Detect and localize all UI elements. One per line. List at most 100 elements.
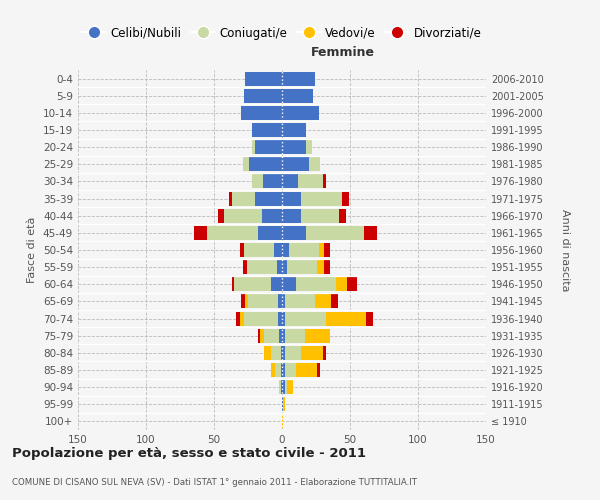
Text: COMUNE DI CISANO SUL NEVA (SV) - Dati ISTAT 1° gennaio 2011 - Elaborazione TUTTI: COMUNE DI CISANO SUL NEVA (SV) - Dati IS… xyxy=(12,478,417,487)
Bar xyxy=(279,380,281,394)
Bar xyxy=(282,106,319,120)
Bar xyxy=(317,363,320,377)
Bar xyxy=(282,414,283,428)
Bar xyxy=(242,260,247,274)
Bar xyxy=(282,278,296,291)
Bar xyxy=(244,88,282,102)
Bar xyxy=(282,192,301,205)
Bar xyxy=(255,140,282,154)
Bar xyxy=(265,346,271,360)
Bar xyxy=(282,380,285,394)
Bar xyxy=(301,208,339,222)
Bar xyxy=(260,328,265,342)
Bar xyxy=(282,363,285,377)
Bar xyxy=(279,328,282,342)
Bar xyxy=(285,363,296,377)
Bar xyxy=(244,243,274,257)
Bar xyxy=(224,208,262,222)
Y-axis label: Fasce di età: Fasce di età xyxy=(28,217,37,283)
Bar xyxy=(282,260,287,274)
Bar xyxy=(364,226,377,240)
Bar xyxy=(285,346,301,360)
Bar xyxy=(248,294,278,308)
Bar xyxy=(282,243,289,257)
Text: Popolazione per età, sesso e stato civile - 2011: Popolazione per età, sesso e stato civil… xyxy=(12,448,366,460)
Bar xyxy=(307,226,364,240)
Bar xyxy=(337,278,347,291)
Bar xyxy=(278,294,282,308)
Bar xyxy=(301,346,323,360)
Bar xyxy=(282,294,285,308)
Bar xyxy=(285,312,326,326)
Bar xyxy=(326,312,367,326)
Bar xyxy=(282,398,283,411)
Bar xyxy=(323,174,326,188)
Bar xyxy=(250,158,282,172)
Bar xyxy=(241,106,282,120)
Bar xyxy=(240,312,244,326)
Bar xyxy=(301,192,342,205)
Bar xyxy=(207,226,257,240)
Bar xyxy=(282,208,301,222)
Bar xyxy=(283,398,285,411)
Bar xyxy=(236,312,240,326)
Bar xyxy=(255,192,282,205)
Bar xyxy=(339,208,346,222)
Bar xyxy=(244,312,278,326)
Bar xyxy=(232,278,235,291)
Bar xyxy=(282,158,309,172)
Bar xyxy=(257,328,260,342)
Bar xyxy=(241,294,245,308)
Bar xyxy=(285,328,305,342)
Bar xyxy=(282,328,285,342)
Bar xyxy=(275,363,281,377)
Bar xyxy=(282,226,307,240)
Bar xyxy=(314,294,331,308)
Bar xyxy=(281,380,282,394)
Bar xyxy=(281,363,282,377)
Bar xyxy=(242,158,250,172)
Bar xyxy=(296,363,317,377)
Bar xyxy=(263,174,282,188)
Bar xyxy=(282,72,314,86)
Bar xyxy=(285,294,314,308)
Bar xyxy=(245,294,248,308)
Bar xyxy=(229,192,232,205)
Bar xyxy=(277,260,282,274)
Bar xyxy=(309,158,320,172)
Bar xyxy=(274,243,282,257)
Bar xyxy=(271,278,282,291)
Bar xyxy=(342,192,349,205)
Bar xyxy=(235,278,271,291)
Bar xyxy=(367,312,373,326)
Bar xyxy=(281,346,282,360)
Bar xyxy=(282,123,307,137)
Bar xyxy=(247,260,277,274)
Bar xyxy=(285,380,287,394)
Bar xyxy=(324,260,329,274)
Bar xyxy=(218,208,224,222)
Y-axis label: Anni di nascita: Anni di nascita xyxy=(560,209,571,291)
Bar xyxy=(289,243,319,257)
Bar xyxy=(257,226,282,240)
Bar xyxy=(282,88,313,102)
Bar xyxy=(307,140,312,154)
Bar xyxy=(296,278,337,291)
Bar xyxy=(287,380,293,394)
Bar xyxy=(282,140,307,154)
Bar xyxy=(347,278,357,291)
Legend: Celibi/Nubili, Coniugati/e, Vedovi/e, Divorziati/e: Celibi/Nubili, Coniugati/e, Vedovi/e, Di… xyxy=(78,22,486,44)
Bar xyxy=(278,312,282,326)
Bar xyxy=(232,192,255,205)
Bar xyxy=(252,123,282,137)
Bar xyxy=(194,226,207,240)
Bar xyxy=(245,72,282,86)
Bar xyxy=(319,243,324,257)
Bar xyxy=(265,328,279,342)
Bar xyxy=(271,363,275,377)
Bar xyxy=(317,260,324,274)
Bar xyxy=(282,174,298,188)
Text: Femmine: Femmine xyxy=(311,46,375,59)
Bar xyxy=(252,140,255,154)
Bar xyxy=(271,346,281,360)
